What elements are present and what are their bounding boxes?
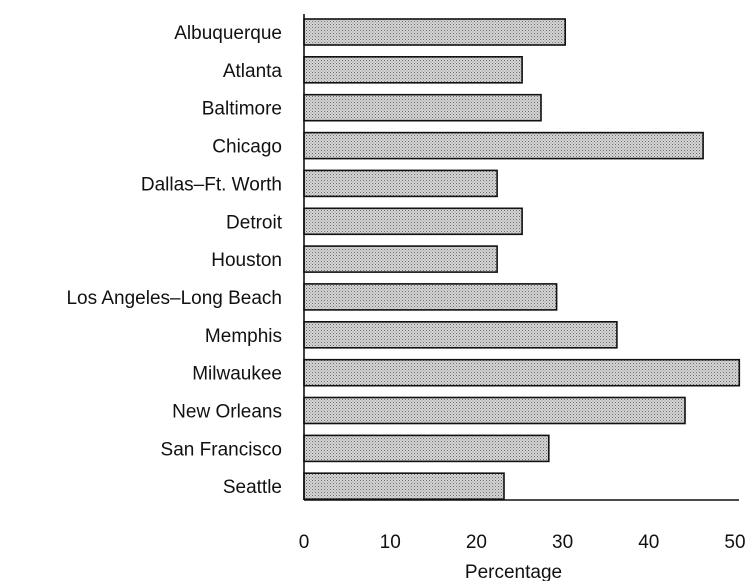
x-axis-ticks: 0 10 20 30 40 50 [299, 532, 746, 553]
bar-4 [303, 169, 498, 198]
bar-7 [303, 283, 558, 311]
category-label-7: Los Angeles–Long Beach [66, 288, 282, 309]
category-label-2: Baltimore [202, 99, 282, 120]
bar-6 [303, 245, 498, 273]
category-label-12: Seattle [223, 477, 282, 498]
category-label-8: Memphis [205, 326, 282, 347]
category-label-4: Dallas–Ft. Worth [141, 174, 282, 195]
bar-12 [303, 472, 505, 501]
category-label-6: Houston [211, 250, 282, 271]
category-label-1: Atlanta [223, 61, 283, 82]
bar-1 [303, 55, 523, 84]
bar-8 [303, 320, 618, 349]
x-tick-label-1: 10 [380, 532, 401, 553]
x-tick-label-2: 20 [466, 532, 487, 553]
category-label-5: Detroit [226, 212, 283, 233]
category-label-3: Chicago [212, 137, 282, 158]
bar-5 [303, 207, 523, 236]
category-labels: Albuquerque Atlanta Baltimore Chicago Dallas… [66, 23, 282, 498]
category-label-11: San Francisco [161, 439, 282, 460]
bar-9 [303, 358, 741, 387]
bar-3 [303, 131, 704, 160]
category-label-0: Albuquerque [174, 23, 282, 44]
x-tick-label-5: 50 [724, 532, 745, 553]
bars-group [303, 18, 741, 501]
x-tick-label-4: 40 [638, 532, 659, 553]
category-label-10: New Orleans [172, 402, 282, 423]
x-axis-title: Percentage [465, 562, 562, 581]
category-label-9: Milwaukee [192, 364, 282, 385]
bar-2 [303, 93, 542, 122]
x-tick-label-0: 0 [299, 532, 310, 553]
bar-11 [303, 434, 550, 463]
bar-0 [303, 18, 567, 46]
bar-10 [303, 396, 686, 425]
x-tick-label-3: 30 [552, 532, 573, 553]
